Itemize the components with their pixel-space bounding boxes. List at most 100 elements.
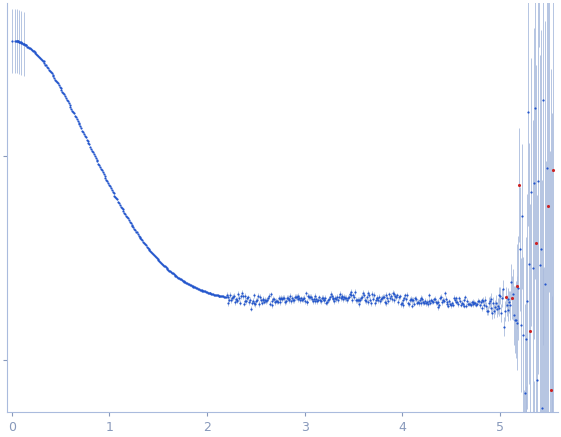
Point (520, 390, 529, 397)
Point (195, 286, 204, 293)
Point (260, 298, 269, 305)
Point (121, 211, 130, 218)
Point (542, 430, 551, 437)
Point (493, 306, 502, 313)
Point (505, 298, 514, 305)
Point (237, 290, 246, 297)
Point (95, 163, 104, 170)
Point (275, 295, 284, 302)
Point (161, 264, 170, 271)
Point (139, 239, 148, 246)
Point (130, 225, 139, 232)
Point (537, 404, 546, 411)
Point (252, 298, 261, 305)
Point (71, 112, 80, 119)
Point (149, 252, 158, 259)
Point (189, 283, 198, 290)
Point (200, 288, 209, 295)
Point (294, 296, 303, 303)
Point (38, 58, 47, 65)
Point (544, 202, 553, 209)
Point (278, 295, 287, 302)
Point (466, 301, 475, 308)
Point (268, 297, 277, 304)
Point (392, 294, 401, 301)
Point (305, 293, 314, 300)
Point (302, 298, 311, 305)
Point (86, 146, 95, 153)
Point (351, 297, 360, 304)
Point (250, 292, 259, 299)
Point (408, 302, 417, 309)
Point (397, 299, 406, 306)
Point (346, 292, 355, 299)
Point (34, 52, 43, 59)
Point (123, 215, 132, 222)
Point (228, 295, 237, 302)
Point (80, 130, 89, 137)
Point (162, 265, 171, 272)
Point (266, 291, 275, 298)
Point (316, 298, 325, 305)
Point (504, 306, 513, 313)
Point (246, 305, 255, 312)
Point (362, 293, 371, 300)
Point (526, 327, 535, 334)
Point (64, 100, 73, 107)
Point (56, 85, 65, 92)
Point (458, 301, 467, 308)
Point (373, 295, 382, 302)
Point (158, 261, 167, 268)
Point (230, 298, 239, 305)
Point (68, 108, 77, 115)
Point (19, 40, 27, 47)
Point (204, 289, 213, 296)
Point (44, 67, 53, 74)
Point (211, 291, 220, 298)
Point (306, 294, 315, 301)
Point (259, 296, 268, 303)
Point (50, 74, 59, 81)
Point (131, 228, 140, 235)
Point (478, 305, 487, 312)
Point (99, 171, 108, 178)
Point (24, 44, 33, 51)
Point (214, 292, 223, 299)
Point (301, 290, 310, 297)
Point (147, 249, 156, 256)
Point (297, 296, 306, 303)
Point (243, 295, 252, 302)
Point (19, 40, 28, 47)
Point (412, 295, 421, 302)
Point (232, 296, 241, 303)
Point (413, 298, 422, 305)
Point (423, 300, 432, 307)
Point (215, 292, 224, 299)
Point (482, 307, 491, 314)
Point (35, 54, 44, 61)
Point (488, 309, 497, 316)
Point (257, 299, 266, 306)
Point (528, 265, 537, 272)
Point (29, 47, 38, 54)
Point (315, 294, 324, 301)
Point (421, 300, 430, 307)
Point (273, 298, 282, 305)
Point (145, 246, 154, 253)
Point (471, 300, 480, 307)
Point (129, 224, 138, 231)
Point (93, 158, 102, 165)
Point (117, 204, 126, 211)
Point (517, 212, 526, 219)
Point (127, 221, 136, 228)
Point (433, 298, 442, 305)
Point (450, 296, 459, 303)
Point (411, 295, 420, 302)
Point (380, 298, 389, 305)
Point (427, 297, 436, 304)
Point (500, 307, 509, 314)
Point (36, 55, 45, 62)
Point (28, 47, 37, 54)
Point (143, 244, 152, 251)
Point (340, 294, 349, 301)
